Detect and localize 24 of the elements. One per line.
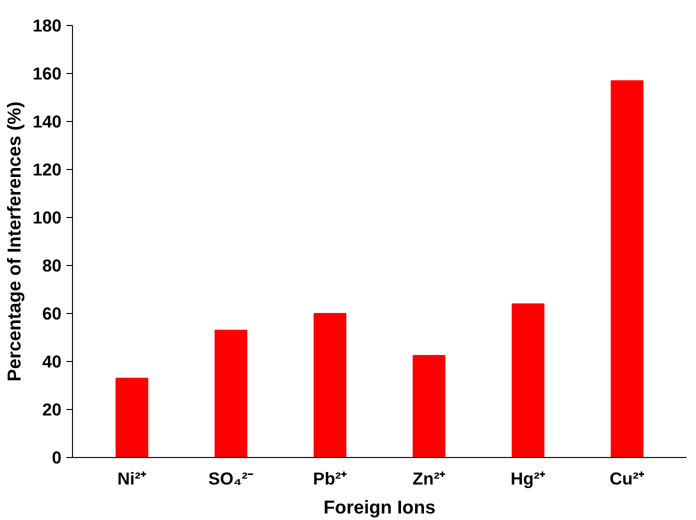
bar [214, 330, 248, 458]
y-axis-title: Percentage of Interferences (%) [4, 102, 25, 382]
y-tick-label: 100 [32, 208, 62, 228]
bar [610, 80, 644, 458]
x-tick-label: Zn²⁺ [412, 468, 446, 488]
x-tick-label: SO₄²⁻ [208, 468, 254, 488]
y-tick-label: 180 [32, 16, 62, 36]
bar [314, 313, 346, 458]
y-tick-label: 20 [42, 400, 62, 420]
bar [512, 303, 544, 458]
y-tick-label: 80 [42, 256, 62, 276]
y-tick-label: 0 [52, 448, 62, 468]
bar [116, 378, 148, 458]
x-tick-label: Pb²⁺ [313, 468, 347, 488]
y-tick-label: 160 [32, 64, 62, 84]
x-tick-label: Ni²⁺ [117, 468, 146, 488]
bar [412, 355, 446, 458]
x-tick-label: Hg²⁺ [510, 468, 546, 488]
y-tick-label: 60 [42, 304, 62, 324]
y-tick-label: 40 [42, 352, 62, 372]
x-tick-label: Cu²⁺ [610, 468, 645, 488]
y-tick-label: 140 [32, 112, 62, 132]
x-axis-title: Foreign Ions [324, 496, 436, 518]
y-tick-label: 120 [32, 160, 62, 180]
